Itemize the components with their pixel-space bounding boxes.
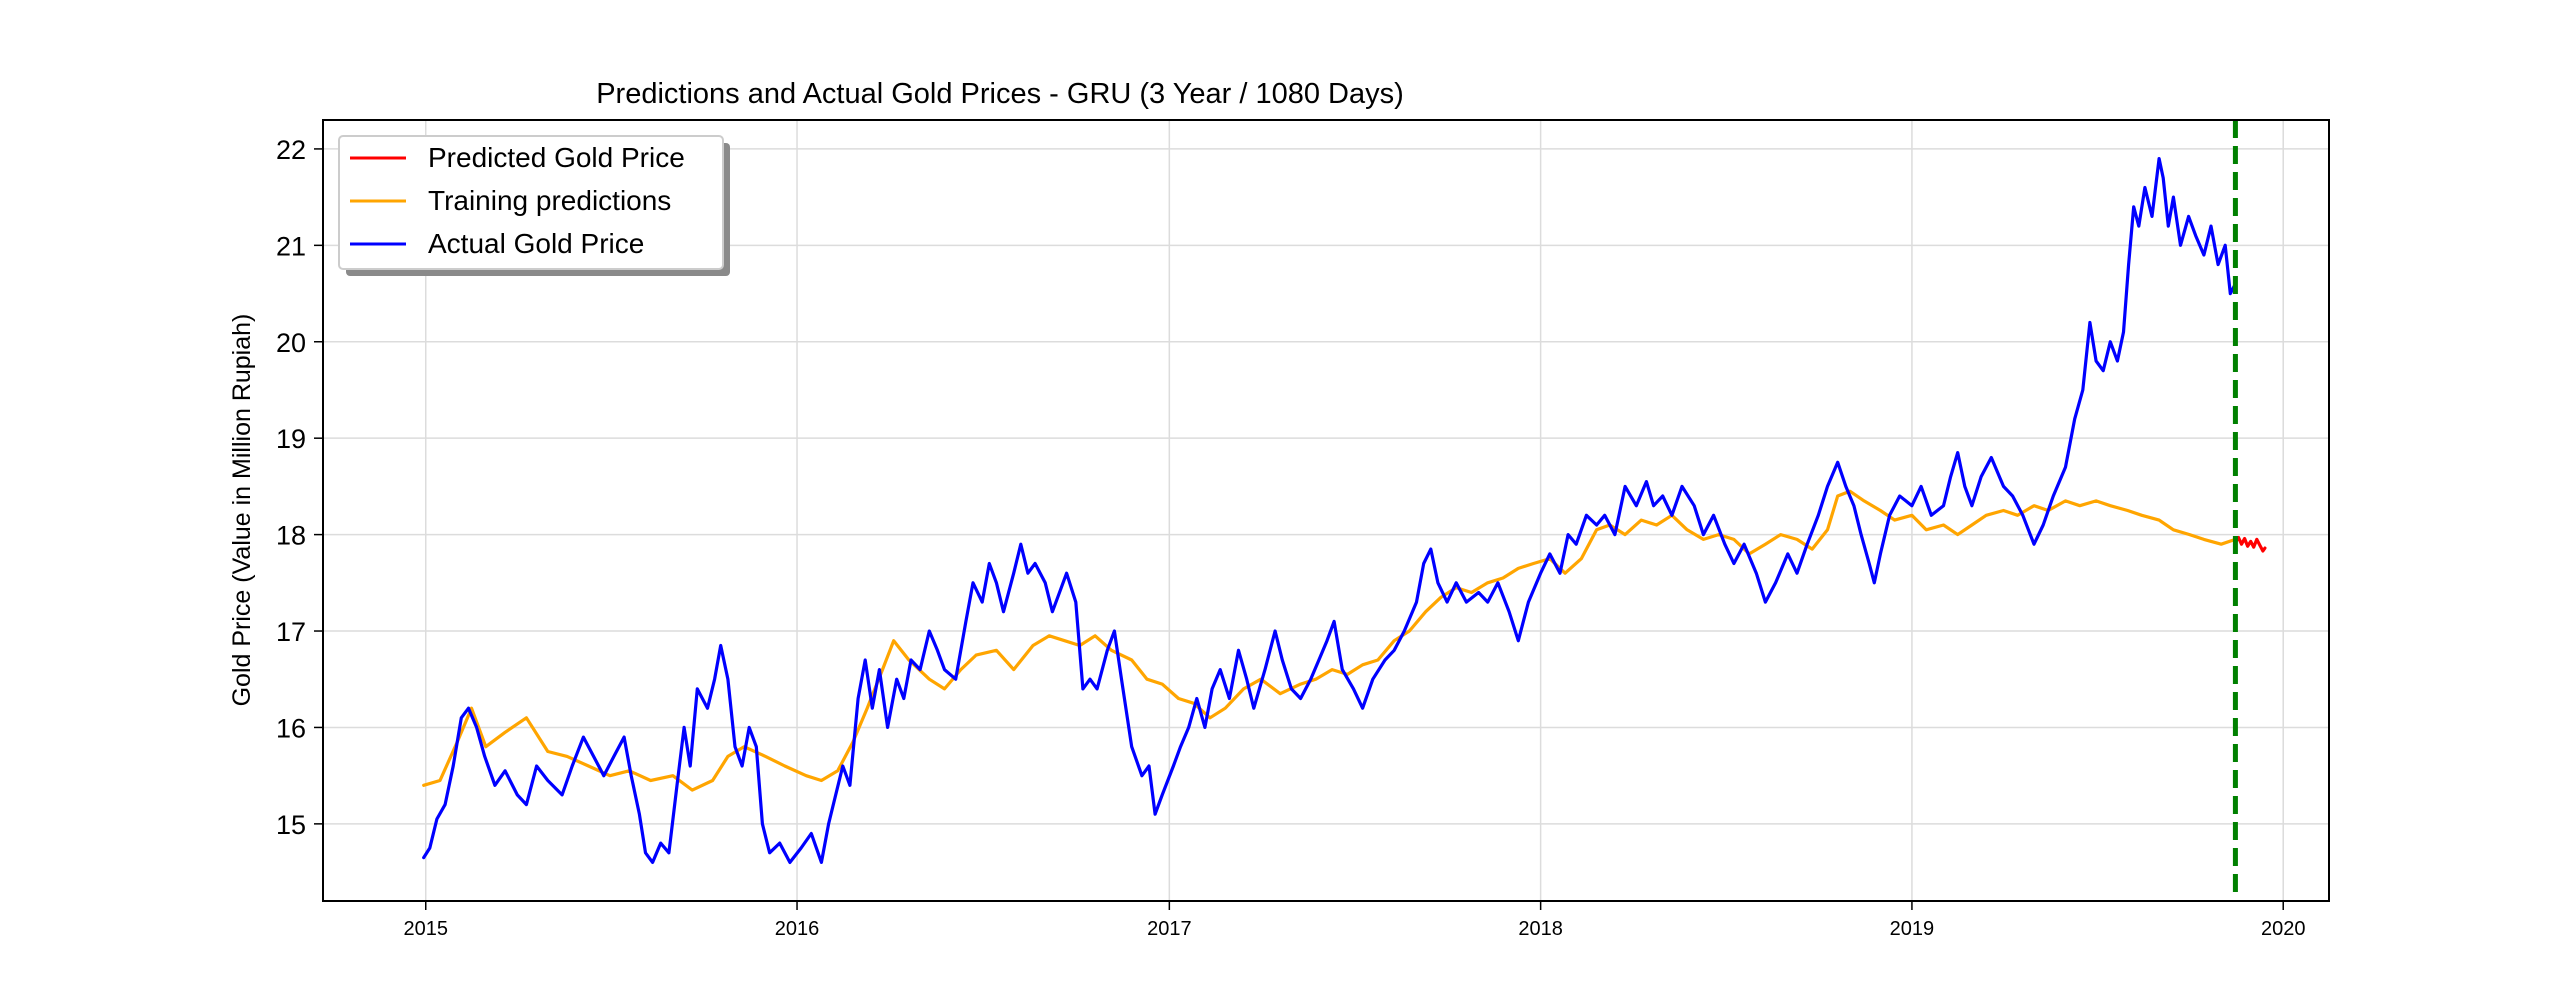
chart-title: Predictions and Actual Gold Prices - GRU… [596, 78, 1404, 110]
x-tick-label-2019: 2019 [1890, 918, 1935, 940]
series-line-predicted [2233, 535, 2267, 553]
legend-box [338, 135, 724, 270]
y-tick-label-19: 19 [276, 424, 306, 454]
y-tick-label-17: 17 [276, 617, 306, 647]
series-line-training [422, 489, 2237, 792]
y-tick-label-18: 18 [276, 521, 306, 551]
x-tick-label-2020: 2020 [2261, 918, 2306, 940]
legend: Predicted Gold Price Training prediction… [338, 135, 730, 276]
plot-area [322, 119, 2330, 902]
grid-lines [323, 120, 2329, 901]
x-tick-label-2015: 2015 [403, 918, 448, 940]
y-tick-label-16: 16 [276, 713, 306, 743]
y-tick-label-22: 22 [276, 135, 306, 165]
x-tick-label-2018: 2018 [1518, 918, 1563, 940]
y-tick-label-21: 21 [276, 231, 306, 261]
series-line-actual [422, 157, 2237, 864]
axis-ticks: 2015 2016 2017 2018 2019 2020 15 16 17 18 19 20 21 22 [276, 135, 2306, 940]
x-tick-label-2016: 2016 [775, 918, 820, 940]
legend-label-training: Training predictions [428, 185, 671, 216]
y-tick-label-15: 15 [276, 810, 306, 840]
series-layer [422, 120, 2267, 901]
x-tick-label-2017: 2017 [1147, 918, 1192, 940]
y-axis-label: Gold Price (Value in Million Rupiah) [228, 314, 256, 707]
legend-label-actual: Actual Gold Price [428, 228, 644, 259]
y-tick-label-20: 20 [276, 328, 306, 358]
legend-label-predicted: Predicted Gold Price [428, 142, 685, 173]
